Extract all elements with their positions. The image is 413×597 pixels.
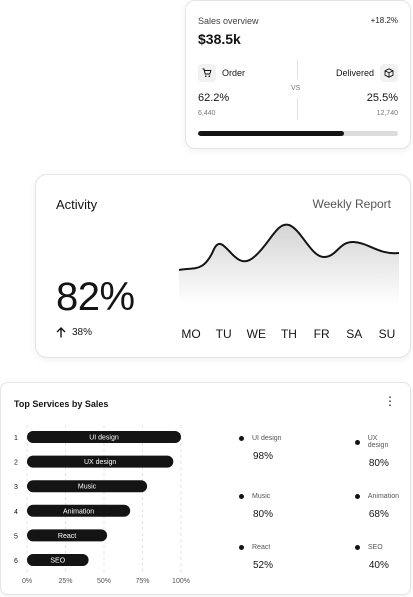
activity-title: Activity xyxy=(56,197,98,212)
x-tick-label: 25% xyxy=(58,578,72,585)
legend-value: 40% xyxy=(368,560,389,571)
bar-label: React xyxy=(58,533,76,540)
x-tick-label: 50% xyxy=(97,578,111,585)
bar-label: UX design xyxy=(84,459,116,466)
legend-item: Animation 68% xyxy=(303,493,399,520)
rank-label: 2 xyxy=(14,460,18,467)
x-tick-label: 100% xyxy=(172,578,190,585)
legend-name: Music xyxy=(252,493,271,500)
day-label: MO xyxy=(181,327,201,341)
bar xyxy=(27,480,148,493)
legend-dot xyxy=(354,494,360,499)
legend-value: 52% xyxy=(253,560,274,571)
sales-progress-fill xyxy=(198,131,344,136)
weekday-axis: MO TU WE TH FR SA SU xyxy=(179,327,399,341)
rank-label: 1 xyxy=(14,435,18,442)
arrow-up-icon xyxy=(56,327,66,338)
legend-dot xyxy=(239,545,244,550)
vs-divider-top xyxy=(297,59,298,79)
rank-label: 5 xyxy=(14,533,18,540)
sales-overview-title: Sales overview xyxy=(198,16,259,26)
legend-name: UI design xyxy=(252,435,282,442)
services-bar-chart: 0% 25% 50% 75% 100% 1 UI design 2 UX design 3 Musi… xyxy=(14,425,190,585)
bar xyxy=(27,529,108,542)
legend-value: 68% xyxy=(368,509,389,520)
legend-value: 80% xyxy=(253,509,274,520)
bar xyxy=(27,455,174,468)
day-label: FR xyxy=(313,327,330,341)
delivered-label: Delivered xyxy=(335,68,374,78)
bar xyxy=(27,431,181,443)
legend-name: React xyxy=(252,544,271,551)
top-services-card: Top Services by Sales ⋮ 0% 25% 50% 75% 100% 1… xyxy=(0,382,411,595)
bar-label: SEO xyxy=(50,558,65,565)
legend-item: React 52% xyxy=(239,544,303,571)
day-label: TH xyxy=(280,327,297,341)
activity-wave-chart xyxy=(179,223,399,305)
bar-label: Animation xyxy=(63,508,94,515)
order-percent: 62.2% xyxy=(198,92,230,104)
legend-name: UX design xyxy=(367,435,389,449)
weekly-report-label: Weekly Report xyxy=(312,197,391,211)
cart-icon xyxy=(198,64,216,82)
legend-item: Music 80% xyxy=(239,493,303,520)
sales-total: $38.5k xyxy=(198,31,241,47)
bar xyxy=(27,504,131,517)
legend-dot xyxy=(354,545,360,550)
activity-change: 38% xyxy=(56,327,92,338)
x-tick-label: 75% xyxy=(135,578,149,585)
delivered-count: 12,740 xyxy=(376,110,398,117)
bar-label: Music xyxy=(78,484,97,491)
legend-item: UX design 80% xyxy=(303,435,399,469)
legend-dot xyxy=(354,439,360,445)
activity-change-value: 38% xyxy=(72,327,93,338)
box-icon xyxy=(380,64,398,82)
legend-name: SEO xyxy=(367,544,383,551)
legend-value: 80% xyxy=(368,458,389,469)
delivered-percent: 25.5% xyxy=(366,92,398,104)
rank-label: 3 xyxy=(14,484,18,491)
activity-wave-line xyxy=(179,223,399,271)
vs-divider-bottom xyxy=(297,98,298,120)
day-label: SU xyxy=(378,327,396,341)
bar xyxy=(27,554,89,566)
day-label: WE xyxy=(246,327,266,341)
order-label: Order xyxy=(222,68,246,78)
sales-overview-card: Sales overview +18.2% $38.5k Order Deliv… xyxy=(185,0,411,149)
vs-label: VS xyxy=(291,85,301,92)
legend-dot xyxy=(239,494,244,499)
x-tick-label: 0% xyxy=(22,578,32,585)
activity-wave-area xyxy=(179,224,399,305)
rank-label: 6 xyxy=(14,558,18,565)
sales-delta: +18.2% xyxy=(370,16,398,25)
kebab-menu-icon[interactable]: ⋮ xyxy=(384,394,396,408)
sales-progress-track xyxy=(198,131,398,136)
legend-item: SEO 40% xyxy=(303,544,399,571)
order-count: 6,440 xyxy=(198,110,216,117)
legend-dot xyxy=(239,436,244,441)
legend-name: Animation xyxy=(367,493,399,500)
order-label-group: Order xyxy=(198,64,245,82)
services-legend: UI design 98% UX design 80% Music 80% An… xyxy=(239,435,399,571)
bar-label: UI design xyxy=(89,435,119,442)
rank-label: 4 xyxy=(14,509,18,516)
legend-value: 98% xyxy=(253,451,274,462)
legend-item: UI design 98% xyxy=(239,435,303,469)
top-services-title: Top Services by Sales xyxy=(14,399,109,409)
day-label: SA xyxy=(346,327,363,341)
day-label: TU xyxy=(215,327,232,341)
activity-value: 82% xyxy=(56,275,135,319)
activity-card: Activity Weekly Report 82% 38% MO TU WE … xyxy=(35,174,411,358)
delivered-label-group: Delivered xyxy=(336,64,398,82)
